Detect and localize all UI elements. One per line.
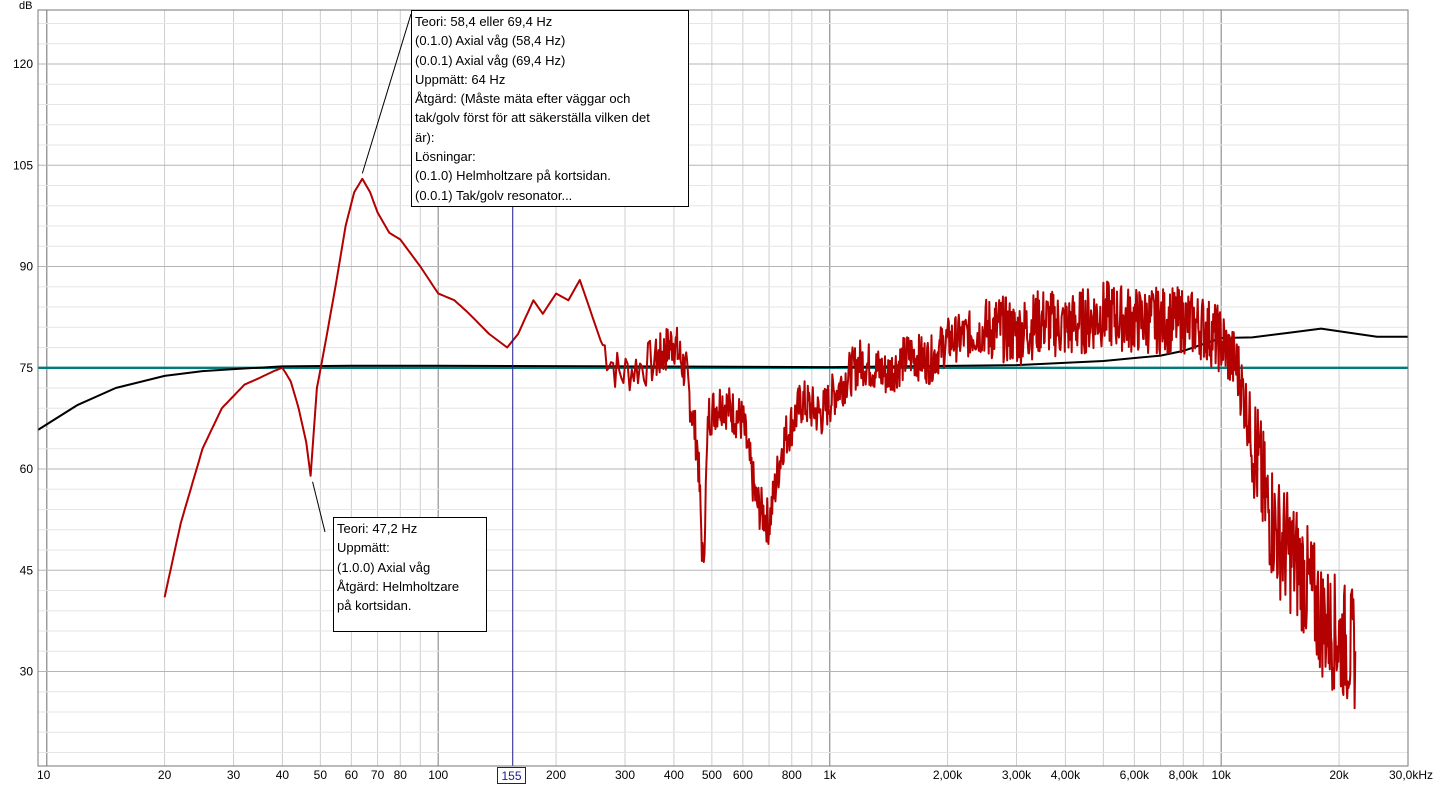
x-tick-label: 40 — [276, 768, 290, 782]
x-tick-label: 4,00k — [1051, 768, 1081, 782]
y-tick-label: 90 — [20, 260, 34, 274]
x-tick-label: 8,00k — [1169, 768, 1199, 782]
x-tick-label: 6,00k — [1120, 768, 1150, 782]
annotation-line: på kortsidan. — [337, 598, 412, 614]
x-tick-label: 20 — [158, 768, 172, 782]
x-tick-label: 400 — [664, 768, 684, 782]
x-tick-label: 500 — [702, 768, 722, 782]
x-tick-label: 50 — [314, 768, 328, 782]
annotation-line: (0.1.0) Axial våg (58,4 Hz) — [415, 33, 566, 49]
annotation-pointers — [312, 13, 412, 533]
annotation-line: Åtgärd: Helmholtzare — [337, 578, 460, 594]
y-tick-label: 75 — [20, 361, 34, 375]
series-target-line — [37, 327, 1408, 431]
x-tick-label: 600 — [733, 768, 753, 782]
x-tick-label: 100 — [428, 768, 448, 782]
annotation-line: (0.0.1) Axial våg (69,4 Hz) — [415, 52, 566, 68]
x-tick-label: 70 — [371, 768, 385, 782]
annotation-line: Uppmätt: 64 Hz — [415, 71, 506, 87]
y-tick-label: 60 — [20, 462, 34, 476]
series-measured-line — [163, 177, 1357, 710]
annotation-line: Uppmätt: — [337, 540, 390, 556]
annotation-box-lower: Teori: 47,2 Hz Uppmätt: (1.0.0) Axial våg Å… — [333, 517, 487, 632]
plot-frame — [37, 9, 1409, 767]
x-tick-label: 20k — [1329, 768, 1349, 782]
annotation-line: (1.0.0) Axial våg — [337, 559, 431, 575]
y-tick-label: 120 — [13, 57, 33, 71]
x-tick-label: 10 — [37, 768, 51, 782]
axis-ticks: 30 45 60 75 90 105 120 10 20 30 40 50 60 70 80 100 200 30… — [13, 57, 1433, 782]
x-tick-label: 3,00k — [1002, 768, 1032, 782]
annotation-line: Teori: 58,4 eller 69,4 Hz — [415, 14, 553, 29]
y-axis-label: dB — [19, 0, 33, 12]
x-tick-label: 300 — [615, 768, 635, 782]
x-tick-label: 30,0kHz — [1389, 768, 1433, 782]
y-tick-label: 45 — [20, 563, 34, 577]
x-tick-label: 200 — [546, 768, 566, 782]
x-tick-label: 2,00k — [933, 768, 963, 782]
annotation-line: Åtgärd: (Måste mäta efter väggar och — [415, 91, 631, 107]
x-tick-label: 800 — [782, 768, 802, 782]
annotation-pointer-lower — [312, 481, 326, 533]
annotation-line: (0.0.1) Tak/golv resonator... — [415, 187, 573, 203]
x-tick-label: 1k — [823, 768, 837, 782]
cursor-frequency-label[interactable]: 155 — [497, 767, 526, 784]
annotation-line: Lösningar: — [415, 149, 476, 165]
grid — [38, 10, 1409, 766]
x-tick-label: 30 — [227, 768, 241, 782]
x-tick-label: 10k — [1212, 768, 1232, 782]
annotation-line: är): — [415, 129, 435, 145]
annotation-line: Teori: 47,2 Hz — [337, 521, 418, 536]
annotation-pointer-upper — [361, 13, 412, 174]
y-tick-label: 30 — [20, 665, 34, 679]
annotation-line: tak/golv först för att säkerställa vilke… — [415, 110, 650, 126]
y-tick-label: 105 — [13, 158, 33, 172]
annotation-line: (0.1.0) Helmholtzare på kortsidan. — [415, 168, 611, 184]
annotation-box-upper: Teori: 58,4 eller 69,4 Hz (0.1.0) Axial v… — [411, 10, 689, 207]
x-tick-label: 60 — [345, 768, 359, 782]
series-layer — [37, 10, 1408, 766]
plot-border — [37, 9, 1409, 767]
x-tick-label: 80 — [394, 768, 408, 782]
